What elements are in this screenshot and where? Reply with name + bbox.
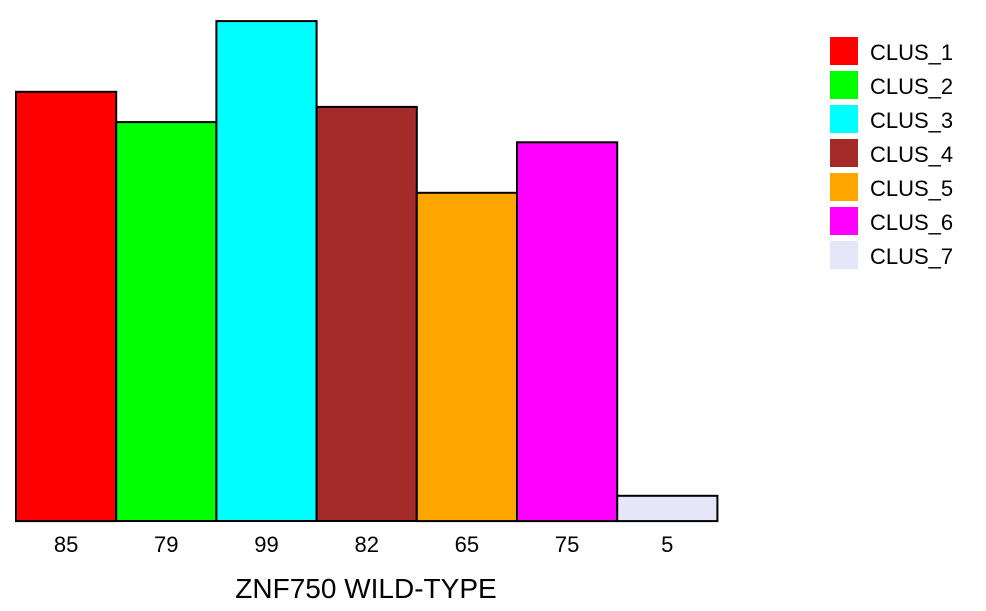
- legend-item: CLUS_5: [830, 173, 953, 201]
- legend-swatch: [830, 241, 858, 269]
- bar-clus-7: [616, 494, 719, 523]
- bar-clus-3: [215, 20, 318, 522]
- x-tick-label: 82: [354, 532, 378, 557]
- legend-item: CLUS_7: [830, 241, 953, 269]
- bar-clus-6: [516, 141, 619, 523]
- legend-item: CLUS_4: [830, 139, 953, 167]
- legend-label: CLUS_4: [870, 142, 953, 167]
- legend-label: CLUS_5: [870, 176, 953, 201]
- legend-item: CLUS_1: [830, 37, 953, 65]
- legend-swatch: [830, 105, 858, 133]
- x-tick-label: 79: [154, 532, 178, 557]
- legend-label: CLUS_3: [870, 108, 953, 133]
- bar-clus-1: [15, 90, 118, 523]
- x-tick-label: 99: [254, 532, 278, 557]
- x-tick-label: 75: [555, 532, 579, 557]
- bars-layer: [15, 20, 719, 523]
- legend-swatch: [830, 71, 858, 99]
- legend-swatch: [830, 207, 858, 235]
- legend-label: CLUS_1: [870, 40, 953, 65]
- legend-swatch: [830, 139, 858, 167]
- legend-item: CLUS_2: [830, 71, 953, 99]
- legend: CLUS_1 CLUS_2 CLUS_3 CLUS_4 CLUS_5 CLUS_6 CLUS…: [830, 37, 953, 269]
- tick-labels: 85 79 99 82 65 75 5: [54, 532, 674, 557]
- legend-label: CLUS_7: [870, 244, 953, 269]
- legend-item: CLUS_6: [830, 207, 953, 235]
- bar-clus-4: [315, 105, 418, 523]
- x-tick-label: 5: [661, 532, 673, 557]
- legend-swatch: [830, 37, 858, 65]
- bar-clus-2: [115, 121, 218, 522]
- legend-label: CLUS_2: [870, 74, 953, 99]
- legend-swatch: [830, 173, 858, 201]
- legend-item: CLUS_3: [830, 105, 953, 133]
- legend-label: CLUS_6: [870, 210, 953, 235]
- x-tick-label: 65: [455, 532, 479, 557]
- x-axis-label: ZNF750 WILD-TYPE: [235, 573, 496, 604]
- bar-clus-5: [415, 191, 518, 523]
- x-tick-label: 85: [54, 532, 78, 557]
